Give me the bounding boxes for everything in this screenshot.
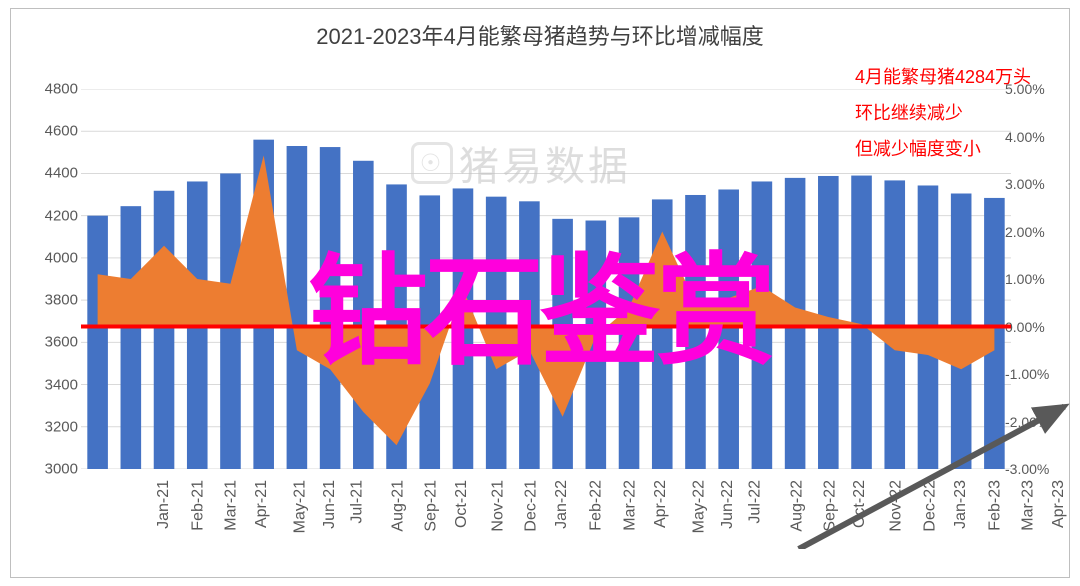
x-tick-label: Mar-21 [223,480,241,531]
y-right-tick-label: 2.00% [1005,224,1055,240]
bar [320,147,341,469]
x-tick-label: Feb-21 [190,480,208,531]
bar [121,206,142,469]
bar [154,191,175,469]
x-tick-label: Dec-22 [921,480,939,532]
y-right-tick-label: 0.00% [1005,319,1055,335]
x-tick-label: May-22 [690,480,708,533]
y-left-tick-label: 3800 [33,292,78,309]
bar [353,161,374,469]
x-tick-label: Jan-23 [952,480,970,529]
x-tick-label: Apr-22 [652,480,670,528]
y-left-tick-label: 4400 [33,165,78,182]
x-tick-label: Feb-22 [588,480,606,531]
y-left-tick-label: 4200 [33,207,78,224]
watermark: ☉ 猪易数据 [411,134,631,192]
annotation-line: 但减少幅度变小 [855,131,1031,167]
bar [453,188,474,469]
y-left-tick-label: 4600 [33,123,78,140]
x-axis-labels: Jan-21 Feb-21 Mar-21 Apr-21 May-21 Jun-21 Jul-… [81,474,1011,574]
x-tick-label: Nov-21 [489,480,507,532]
x-tick-label: May-21 [292,480,310,533]
y-left-tick-label: 4000 [33,249,78,266]
annotation-line: 环比继续减少 [855,95,1031,131]
x-tick-label: Nov-22 [888,480,906,532]
y-left-tick-label: 3000 [33,461,78,478]
bar [718,189,739,469]
y-right-tick-label: -1.00% [1005,366,1055,382]
x-tick-label: Oct-22 [851,480,869,528]
y-left-tick-label: 3200 [33,418,78,435]
watermark-icon: ☉ [411,142,453,184]
x-tick-label: Jan-22 [553,480,571,529]
x-tick-label: Mar-22 [621,480,639,531]
y-left-tick-label: 3400 [33,376,78,393]
x-tick-label: Apr-23 [1050,480,1068,528]
x-tick-label: Jul-22 [747,480,765,524]
annotation-block: 4月能繁母猪4284万头 环比继续减少 但减少幅度变小 [855,59,1031,167]
y-axis-left: 3000320034003600380040004200440046004800 [33,89,78,469]
bar [287,146,308,469]
y-right-tick-label: -3.00% [1005,461,1055,477]
x-tick-label: Jan-21 [155,480,173,529]
x-tick-label: Dec-21 [523,480,541,532]
x-tick-label: Sep-22 [821,480,839,532]
y-left-tick-label: 4800 [33,81,78,98]
bar [619,217,640,469]
y-right-tick-label: 3.00% [1005,176,1055,192]
x-tick-label: Oct-21 [453,480,471,528]
x-tick-label: Aug-21 [390,480,408,532]
y-left-tick-label: 3600 [33,334,78,351]
x-tick-label: Mar-23 [1020,480,1038,531]
watermark-text: 猪易数据 [459,134,631,192]
bar [87,216,108,469]
x-tick-label: Jul-21 [348,480,366,524]
x-tick-label: Aug-22 [788,480,806,532]
x-tick-label: Sep-21 [423,480,441,532]
figure-root: 2021-2023年4月能繁母猪趋势与环比增减幅度 4月能繁母猪4284万头 环… [0,0,1080,586]
chart-frame: 2021-2023年4月能繁母猪趋势与环比增减幅度 4月能繁母猪4284万头 环… [10,8,1070,578]
y-right-tick-label: 1.00% [1005,271,1055,287]
x-tick-label: Feb-23 [987,480,1005,531]
chart-title: 2021-2023年4月能繁母猪趋势与环比增减幅度 [11,19,1069,51]
bar [851,176,872,469]
annotation-line: 4月能繁母猪4284万头 [855,59,1031,95]
y-right-tick-label: -2.00% [1005,414,1055,430]
bar [685,195,706,469]
x-tick-label: Jun-21 [321,480,339,529]
x-tick-label: Apr-21 [253,480,271,528]
x-tick-label: Jun-22 [719,480,737,529]
